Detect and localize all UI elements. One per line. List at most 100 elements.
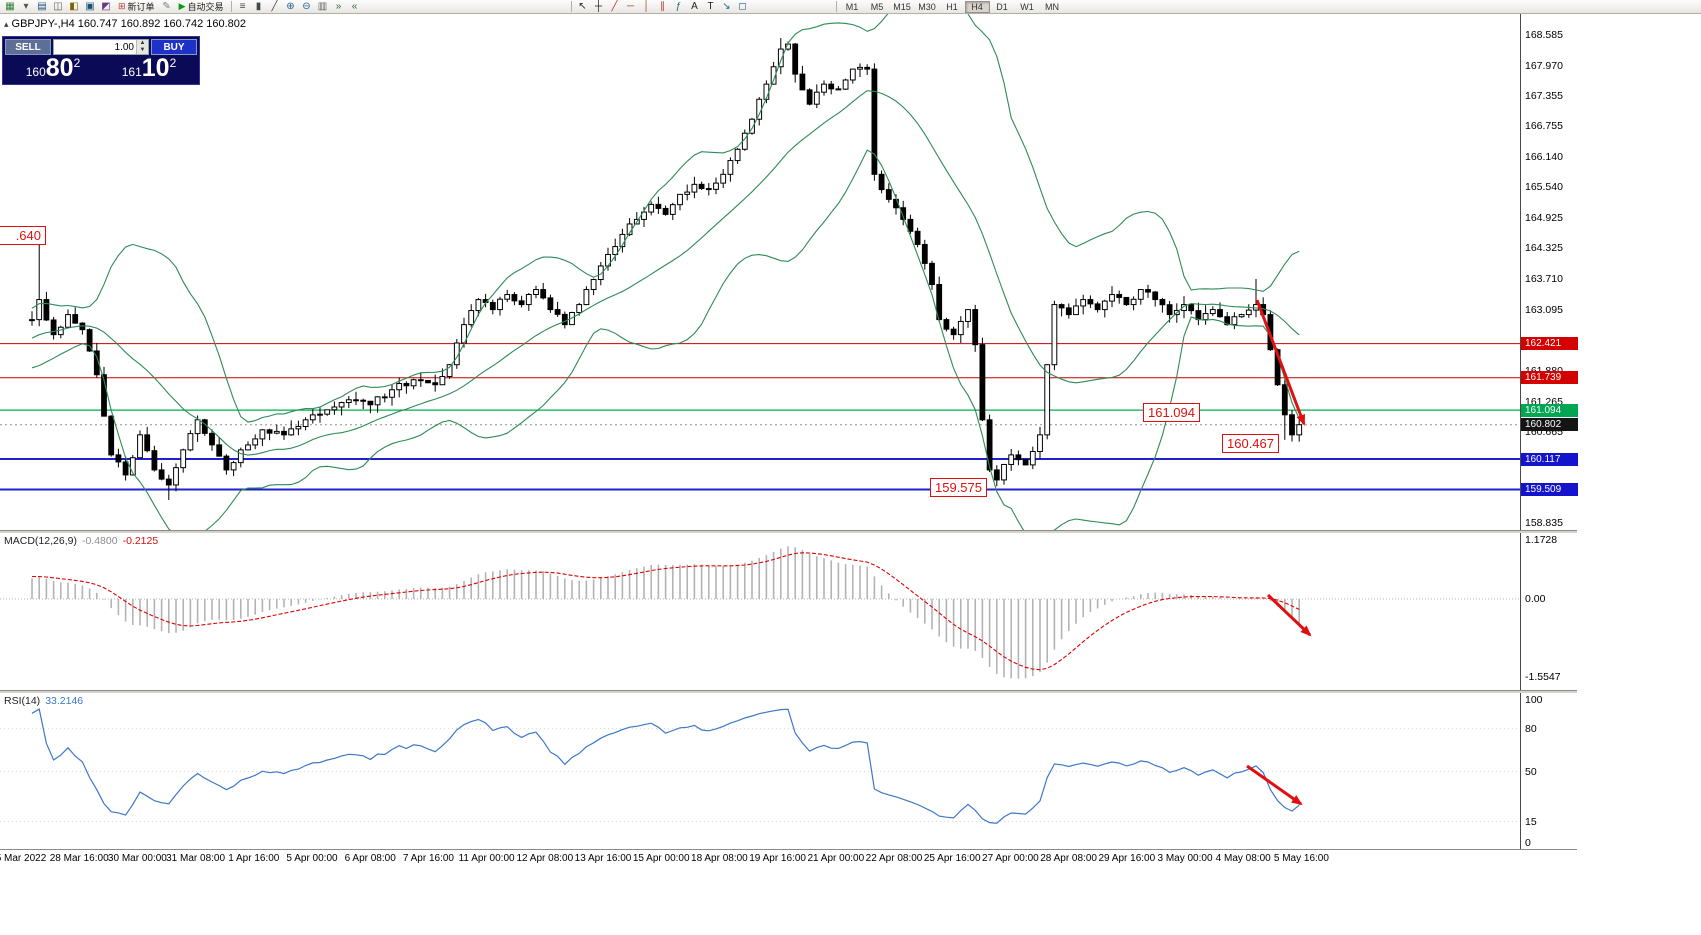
bar-chart-icon[interactable]: ≡: [239, 0, 246, 12]
sell-button[interactable]: SELL: [5, 39, 51, 55]
timeframe-d1-button[interactable]: D1: [990, 1, 1015, 13]
chart-profiles-icon[interactable]: ▾: [23, 0, 29, 12]
macd-canvas[interactable]: [0, 533, 1520, 690]
price-chart-pane: ▴ GBPJPY-,H4 160.747 160.892 160.742 160.…: [0, 14, 1520, 530]
volume-up-arrow[interactable]: ▲: [137, 40, 148, 47]
volume-control: ▲ ▼: [53, 39, 149, 55]
price-annotation[interactable]: 159.575: [930, 478, 987, 497]
new-order-icon: ⊞: [118, 1, 126, 11]
price-tick: 166.140: [1525, 151, 1563, 164]
sell-price[interactable]: 160 80 2: [25, 54, 81, 82]
price-tick: 166.755: [1525, 120, 1563, 133]
price-tick: 168.585: [1525, 28, 1563, 41]
time-label: 28 Apr 08:00: [1040, 853, 1097, 864]
line-chart-icon[interactable]: ╱: [271, 0, 278, 12]
rsi-tick: 15: [1525, 815, 1537, 828]
time-label: 18 Apr 08:00: [691, 853, 748, 864]
candlestick-chart-icon[interactable]: ▮: [255, 0, 262, 12]
timeframe-w1-button[interactable]: W1: [1015, 1, 1040, 13]
timeframe-mn-button[interactable]: MN: [1040, 1, 1065, 13]
time-label: 5 Mar 2022: [0, 853, 47, 864]
main-toolbar: ▦ ▾ ▤ ◫ ◧ ▣ ◩ ⊞ 新订单 ✎ ▶ 自动交易 ≡ ▮ ╱ ⊕ ⊖ ▥ » « ↖ ┼ ╱ ─ │ ∥ ƒ A…: [0, 0, 1701, 14]
autotrading-button[interactable]: ▶ 自动交易: [175, 1, 228, 13]
strategy-tester-icon[interactable]: ◩: [101, 0, 111, 12]
price-tick: 163.095: [1525, 303, 1563, 316]
macd-axis[interactable]: 1.1728 0.00 -1.5547: [1520, 533, 1578, 690]
fibonacci-icon[interactable]: ƒ: [675, 0, 682, 12]
timeframe-h1-button[interactable]: H1: [940, 1, 965, 13]
timeframe-h4-button[interactable]: H4: [964, 0, 990, 13]
timeframe-m1-button[interactable]: M1: [840, 1, 865, 13]
volume-down-arrow[interactable]: ▼: [137, 47, 148, 54]
timeframe-m15-button[interactable]: M15: [890, 1, 915, 13]
price-tick: 167.970: [1525, 59, 1563, 72]
label-icon[interactable]: T: [707, 0, 714, 12]
price-annotation[interactable]: 161.094: [1143, 403, 1200, 422]
time-label: 12 Apr 08:00: [516, 853, 574, 864]
macd-tick: 1.1728: [1525, 534, 1558, 547]
buy-price[interactable]: 161 10 2: [121, 54, 177, 82]
price-annotation[interactable]: .640: [0, 226, 46, 245]
price-tag: 162.421: [1521, 337, 1578, 351]
time-label: 4 May 08:00: [1215, 853, 1271, 864]
price-tag: 159.509: [1521, 482, 1578, 496]
trendline-icon[interactable]: ╱: [611, 0, 618, 12]
time-label: 30 Mar 00:00: [107, 853, 167, 864]
text-icon[interactable]: A: [691, 0, 698, 12]
rsi-label: RSI(14) 33.2146: [4, 695, 84, 707]
new-chart-icon[interactable]: ▦: [5, 0, 15, 12]
auto-scroll-icon[interactable]: »: [335, 0, 342, 12]
price-tick: 165.540: [1525, 181, 1563, 194]
market-watch-icon[interactable]: ▤: [37, 0, 47, 12]
time-label: 31 Mar 08:00: [166, 853, 226, 864]
volume-input[interactable]: [54, 40, 136, 54]
tile-windows-icon[interactable]: ▥: [317, 0, 328, 12]
price-tag: 160.117: [1521, 452, 1578, 466]
rsi-tick: 100: [1525, 694, 1543, 706]
price-tick: 158.835: [1525, 517, 1563, 530]
time-label: 13 Apr 16:00: [574, 853, 632, 864]
new-order-button[interactable]: ⊞ 新订单: [114, 1, 159, 13]
zoom-in-icon[interactable]: ⊕: [286, 0, 295, 12]
horizontal-line-icon[interactable]: ─: [626, 0, 635, 12]
time-label: 6 Apr 08:00: [344, 853, 396, 864]
time-label: 21 Apr 00:00: [807, 853, 865, 864]
timeframe-m5-button[interactable]: M5: [865, 1, 890, 13]
timeframe-m30-button[interactable]: M30: [915, 1, 940, 13]
price-axis[interactable]: 168.585 167.970 167.355 166.755 166.140 165.5…: [1520, 14, 1578, 530]
price-chart-canvas[interactable]: [0, 14, 1520, 530]
navigator-icon[interactable]: ◧: [69, 0, 79, 12]
time-axis[interactable]: 5 Mar 2022 28 Mar 16:00 30 Mar 00:00 31 Mar…: [0, 849, 1577, 867]
chart-symbol-icon: ▴: [4, 19, 9, 29]
time-label: 7 Apr 16:00: [402, 853, 454, 864]
cursor-icon[interactable]: ↖: [578, 0, 587, 12]
data-window-icon[interactable]: ◫: [53, 0, 63, 12]
time-label: 15 Apr 00:00: [632, 853, 690, 864]
arrows-tool-icon[interactable]: ↘: [722, 0, 731, 12]
macd-pane: MACD(12,26,9) -0.4800 -0.2125: [0, 533, 1520, 690]
symbol-title: GBPJPY-,H4: [11, 18, 75, 30]
zoom-out-icon[interactable]: ⊖: [302, 0, 311, 12]
metaeditor-icon[interactable]: ✎: [162, 0, 171, 12]
shapes-icon[interactable]: ◻: [738, 0, 747, 12]
rsi-tick: 0: [1525, 837, 1531, 849]
symbol-info: ▴ GBPJPY-,H4 160.747 160.892 160.742 160.…: [4, 18, 246, 30]
toolbar-separator: [835, 1, 837, 12]
buy-button[interactable]: BUY: [151, 39, 197, 55]
vertical-line-icon[interactable]: │: [643, 0, 650, 12]
channel-icon[interactable]: ∥: [660, 0, 665, 12]
terminal-icon[interactable]: ▣: [85, 0, 95, 12]
autotrading-label: 自动交易: [187, 2, 224, 12]
pane-splitter[interactable]: [0, 690, 1577, 693]
crosshair-icon[interactable]: ┼: [594, 0, 603, 12]
time-label: 29 Apr 16:00: [1098, 853, 1156, 864]
chart-shift-icon[interactable]: «: [351, 0, 358, 12]
time-label: 22 Apr 08:00: [865, 853, 923, 864]
time-label: 5 Apr 00:00: [286, 853, 338, 864]
pane-splitter[interactable]: [0, 530, 1577, 533]
rsi-axis[interactable]: 100 80 50 15 0: [1520, 693, 1578, 849]
rsi-canvas[interactable]: [0, 693, 1520, 849]
price-annotation[interactable]: 160.467: [1222, 434, 1279, 453]
price-tick: 163.710: [1525, 273, 1563, 286]
